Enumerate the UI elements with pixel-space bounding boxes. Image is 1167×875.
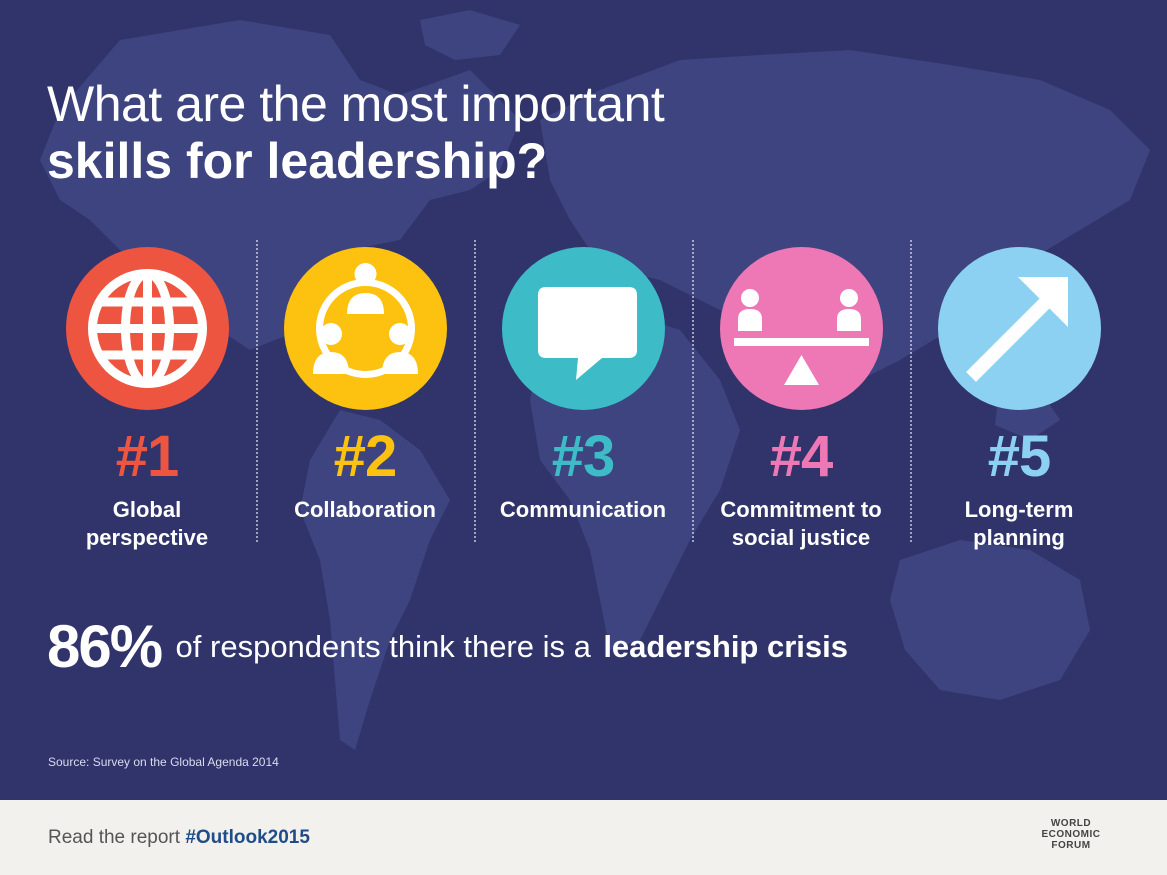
globe-icon bbox=[65, 247, 229, 410]
footer: Read the report #Outlook2015 WORLD ECONO… bbox=[0, 800, 1167, 875]
speech-bubble-icon bbox=[501, 247, 665, 410]
arrow-up-right-icon bbox=[937, 247, 1101, 410]
page-title: What are the most important skills for l… bbox=[47, 76, 665, 190]
skill-label: Long-term planning bbox=[964, 497, 1074, 550]
stat-text: of respondents think there is a bbox=[175, 628, 591, 664]
world-economic-forum-logo: WORLD ECONOMIC FORUM bbox=[1035, 818, 1107, 851]
skill-item-collaboration: #2 Collaboration bbox=[260, 247, 470, 524]
people-circle-icon bbox=[283, 247, 447, 410]
title-line-1: What are the most important bbox=[47, 76, 665, 132]
leadership-crisis-stat: 86% of respondents think there is a lead… bbox=[47, 612, 848, 681]
column-divider bbox=[474, 240, 476, 542]
column-divider bbox=[256, 240, 258, 542]
balance-scale-icon bbox=[719, 247, 883, 410]
read-report-label: Read the report bbox=[48, 827, 181, 848]
skill-item-communication: #3 Communication bbox=[478, 247, 688, 524]
column-divider bbox=[910, 240, 912, 542]
skill-rank: #2 bbox=[333, 424, 398, 489]
logo-line: WORLD bbox=[1050, 818, 1092, 829]
skill-label: Global perspective bbox=[85, 497, 209, 550]
outlook-hashtag-link[interactable]: #Outlook2015 bbox=[185, 827, 310, 848]
skill-item-social-justice: #4 Commitment to social justice bbox=[696, 247, 906, 552]
skill-label: Commitment to social justice bbox=[720, 497, 882, 550]
skill-rank: #5 bbox=[987, 424, 1052, 489]
skill-rank: #1 bbox=[115, 424, 180, 489]
skill-label: Communication bbox=[499, 497, 667, 522]
skill-label: Collaboration bbox=[294, 497, 436, 522]
skill-item-long-term-planning: #5 Long-term planning bbox=[914, 247, 1124, 552]
skill-rank: #3 bbox=[551, 424, 616, 489]
stat-percent: 86% bbox=[47, 613, 163, 680]
column-divider bbox=[692, 240, 694, 542]
skill-rank: #4 bbox=[769, 424, 834, 489]
stat-emphasis: leadership crisis bbox=[603, 628, 848, 664]
read-report-text: Read the report #Outlook2015 bbox=[48, 827, 310, 849]
infographic: What are the most important skills for l… bbox=[0, 0, 1167, 800]
logo-line: ECONOMIC bbox=[1041, 829, 1101, 840]
skill-item-global-perspective: #1 Global perspective bbox=[42, 247, 252, 552]
source-note: Source: Survey on the Global Agenda 2014 bbox=[48, 755, 279, 769]
logo-line: FORUM bbox=[1051, 840, 1091, 851]
title-line-2: skills for leadership? bbox=[47, 133, 548, 189]
